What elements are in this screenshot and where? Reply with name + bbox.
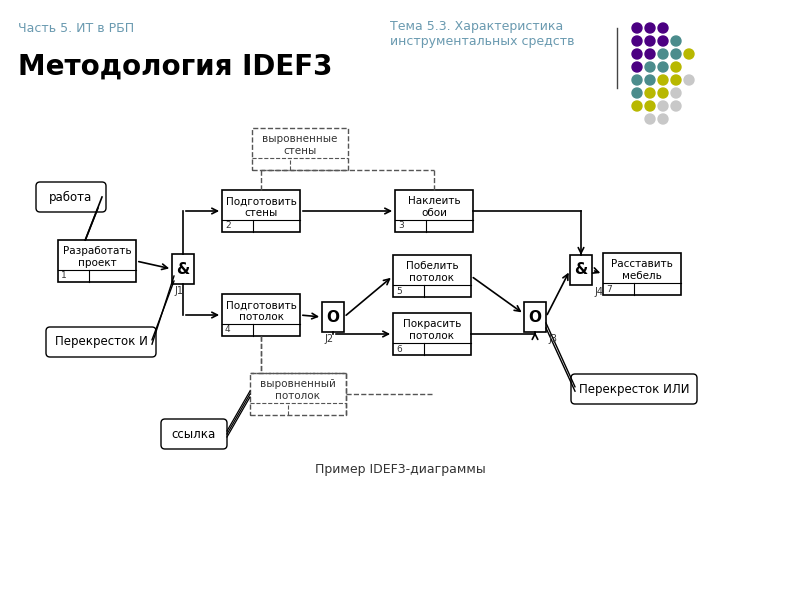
- Circle shape: [671, 88, 681, 98]
- Text: Покрасить
потолок: Покрасить потолок: [403, 319, 461, 341]
- Circle shape: [658, 36, 668, 46]
- Circle shape: [658, 62, 668, 72]
- Circle shape: [645, 36, 655, 46]
- Text: J3: J3: [548, 334, 557, 344]
- Text: J1: J1: [174, 286, 183, 296]
- Circle shape: [684, 49, 694, 59]
- Circle shape: [684, 75, 694, 85]
- Circle shape: [671, 62, 681, 72]
- Bar: [393, 313, 471, 355]
- Circle shape: [658, 88, 668, 98]
- Circle shape: [671, 101, 681, 111]
- Text: Перекресток И: Перекресток И: [54, 335, 147, 349]
- FancyBboxPatch shape: [36, 182, 106, 212]
- Text: выровненный
потолок: выровненный потолок: [260, 379, 336, 401]
- FancyBboxPatch shape: [571, 374, 697, 404]
- Circle shape: [658, 49, 668, 59]
- Bar: [222, 294, 300, 336]
- Circle shape: [671, 49, 681, 59]
- Bar: [250, 373, 346, 415]
- Text: 2: 2: [225, 221, 230, 230]
- Bar: [172, 254, 194, 284]
- Bar: [58, 240, 136, 282]
- Circle shape: [645, 101, 655, 111]
- Text: 4: 4: [225, 325, 230, 335]
- Text: Часть 5. ИТ в РБП: Часть 5. ИТ в РБП: [18, 22, 134, 35]
- Text: 1: 1: [61, 271, 66, 280]
- Text: &: &: [176, 262, 190, 277]
- Circle shape: [645, 88, 655, 98]
- Bar: [322, 302, 344, 332]
- Text: Перекресток ИЛИ: Перекресток ИЛИ: [578, 383, 690, 395]
- Bar: [252, 128, 348, 170]
- Text: Побелить
потолок: Побелить потолок: [406, 261, 458, 283]
- Circle shape: [645, 75, 655, 85]
- Circle shape: [632, 101, 642, 111]
- Circle shape: [632, 75, 642, 85]
- Text: 5: 5: [396, 286, 402, 295]
- Text: O: O: [529, 310, 542, 325]
- Bar: [395, 190, 473, 232]
- Circle shape: [632, 62, 642, 72]
- Text: Расставить
мебель: Расставить мебель: [611, 259, 673, 281]
- Text: 3: 3: [398, 221, 404, 230]
- Circle shape: [632, 36, 642, 46]
- Circle shape: [632, 23, 642, 33]
- Text: J2: J2: [324, 334, 333, 344]
- Text: Пример IDEF3-диаграммы: Пример IDEF3-диаграммы: [314, 463, 486, 476]
- Circle shape: [645, 49, 655, 59]
- Circle shape: [658, 114, 668, 124]
- Bar: [603, 253, 681, 295]
- Text: выровненные
стены: выровненные стены: [262, 134, 338, 156]
- Text: Разработать
проект: Разработать проект: [62, 246, 131, 268]
- Circle shape: [671, 75, 681, 85]
- Text: O: O: [326, 310, 339, 325]
- Text: &: &: [574, 263, 588, 277]
- Circle shape: [658, 101, 668, 111]
- Circle shape: [671, 36, 681, 46]
- Circle shape: [658, 23, 668, 33]
- Text: Наклеить
обои: Наклеить обои: [408, 196, 460, 218]
- Text: Подготовить
потолок: Подготовить потолок: [226, 300, 297, 322]
- Text: работа: работа: [50, 190, 93, 203]
- Circle shape: [645, 114, 655, 124]
- Circle shape: [632, 88, 642, 98]
- Text: ссылка: ссылка: [172, 427, 216, 440]
- Text: 6: 6: [396, 344, 402, 353]
- FancyBboxPatch shape: [161, 419, 227, 449]
- Bar: [570, 255, 592, 285]
- Text: Тема 5.3. Характеристика
инструментальных средств: Тема 5.3. Характеристика инструментальны…: [390, 20, 574, 48]
- Circle shape: [645, 62, 655, 72]
- Text: Методология IDEF3: Методология IDEF3: [18, 53, 333, 81]
- Bar: [524, 302, 546, 332]
- FancyBboxPatch shape: [46, 327, 156, 357]
- Bar: [393, 255, 471, 297]
- Circle shape: [658, 75, 668, 85]
- Circle shape: [632, 49, 642, 59]
- Circle shape: [645, 23, 655, 33]
- Bar: [222, 190, 300, 232]
- Text: 7: 7: [606, 284, 612, 293]
- Text: Подготовить
стены: Подготовить стены: [226, 196, 297, 218]
- Text: J4: J4: [594, 287, 603, 297]
